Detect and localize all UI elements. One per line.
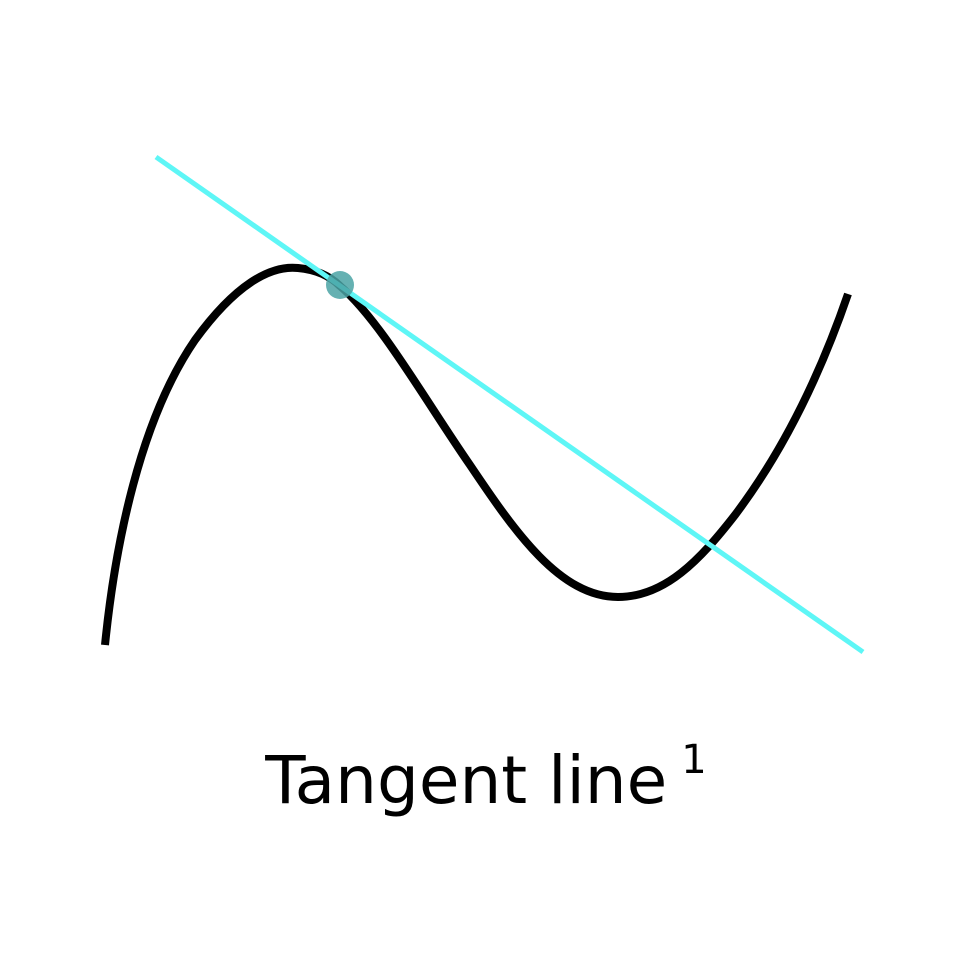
caption-footnote-marker: 1 <box>681 737 707 783</box>
figure-caption: Tangent line 1 <box>0 740 972 814</box>
cubic-curve <box>101 263 852 646</box>
caption-text: Tangent line <box>265 742 668 819</box>
tangent-point <box>326 271 354 299</box>
tangent-line <box>154 154 865 655</box>
